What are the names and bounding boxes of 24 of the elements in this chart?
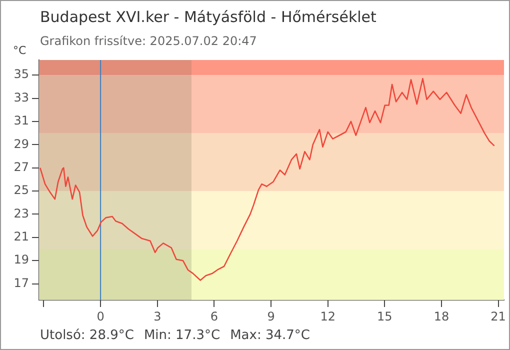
y-tick-label: 23 <box>14 206 29 220</box>
y-tick-label: 31 <box>14 114 29 128</box>
y-tick-label: 27 <box>14 160 29 174</box>
x-tick-label: 3 <box>154 309 162 324</box>
text: Utolsó: 28.9°C <box>40 328 134 343</box>
chart-title: Budapest XVI.ker - Mátyásföld - Hőmérséklet <box>40 8 376 26</box>
x-tick-label: 18 <box>434 309 450 324</box>
y-tick-label: 29 <box>14 136 29 151</box>
y-tick-label: 33 <box>14 90 29 104</box>
x-tick-label: 21 <box>490 309 506 324</box>
text: Max: 34.7°C <box>230 328 310 343</box>
x-tick-label: 12 <box>320 309 336 324</box>
y-tick-label: 35 <box>14 67 29 82</box>
x-tick-label: 15 <box>377 309 392 324</box>
x-tick-label: 9 <box>267 309 275 324</box>
y-tick-label: 21 <box>14 230 29 244</box>
x-tick-label: 6 <box>210 309 218 324</box>
y-tick-label: 19 <box>14 252 29 267</box>
text: Min: 17.3°C <box>144 328 220 343</box>
y-tick-label: 17 <box>14 276 29 290</box>
y-tick-label: 25 <box>14 183 29 198</box>
chart-subtitle: Grafikon frissítve: 2025.07.02 20:47 <box>40 34 257 48</box>
x-tick-label: 0 <box>96 309 104 324</box>
y-axis-title: °C <box>13 44 26 57</box>
